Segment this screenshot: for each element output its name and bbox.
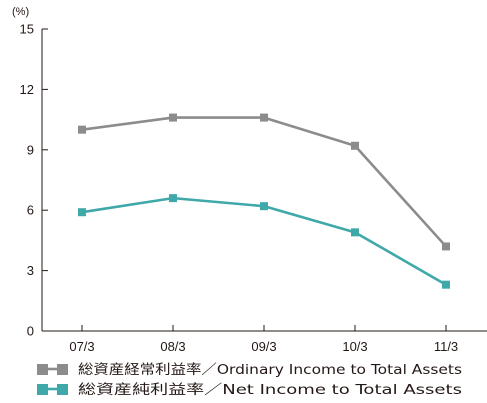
- x-axis-ticks: 07/3 08/3 09/3 10/3 11/3: [69, 325, 458, 354]
- x-tick-label: 08/3: [160, 339, 185, 354]
- data-point: [351, 228, 359, 237]
- legend-marker: [57, 384, 68, 395]
- data-point: [78, 125, 86, 134]
- y-tick-label: 9: [27, 142, 34, 157]
- x-tick-label: 11/3: [434, 339, 458, 354]
- y-tick-label: 12: [20, 82, 34, 97]
- data-point: [169, 113, 177, 122]
- y-tick-label: 6: [27, 203, 34, 218]
- legend: 総資産経常利益率／Ordinary Income to Total Assets…: [37, 361, 462, 398]
- legend-marker: [37, 384, 48, 395]
- series-line: [81, 116, 447, 248]
- data-point: [260, 202, 268, 211]
- series-2: [78, 194, 450, 289]
- y-tick-label: 3: [27, 263, 34, 278]
- data-point: [78, 208, 86, 217]
- y-axis-ticks: 0 3 6 9 12 15: [20, 22, 48, 339]
- legend-item: 総資産経常利益率／Ordinary Income to Total Assets: [37, 361, 462, 378]
- legend-label: 総資産純利益率／Net Income to Total Assets: [78, 381, 462, 398]
- y-tick-label: 0: [27, 324, 34, 339]
- series-group: [78, 113, 450, 289]
- series-line: [81, 196, 447, 286]
- axes: [41, 29, 487, 332]
- x-tick-label: 07/3: [69, 339, 94, 354]
- data-point: [442, 242, 450, 251]
- data-point: [260, 113, 268, 122]
- data-point: [351, 141, 359, 150]
- legend-label: 総資産経常利益率／Ordinary Income to Total Assets: [78, 361, 462, 378]
- y-axis-unit-label: (%): [12, 6, 29, 18]
- x-tick-label: 09/3: [251, 339, 276, 354]
- legend-marker: [37, 364, 48, 375]
- y-tick-label: 15: [20, 22, 34, 37]
- legend-marker: [57, 364, 68, 375]
- x-tick-label: 10/3: [342, 339, 367, 354]
- data-point: [442, 280, 450, 289]
- legend-item: 総資産純利益率／Net Income to Total Assets: [37, 381, 462, 398]
- series-1: [78, 113, 450, 251]
- data-point: [169, 194, 177, 203]
